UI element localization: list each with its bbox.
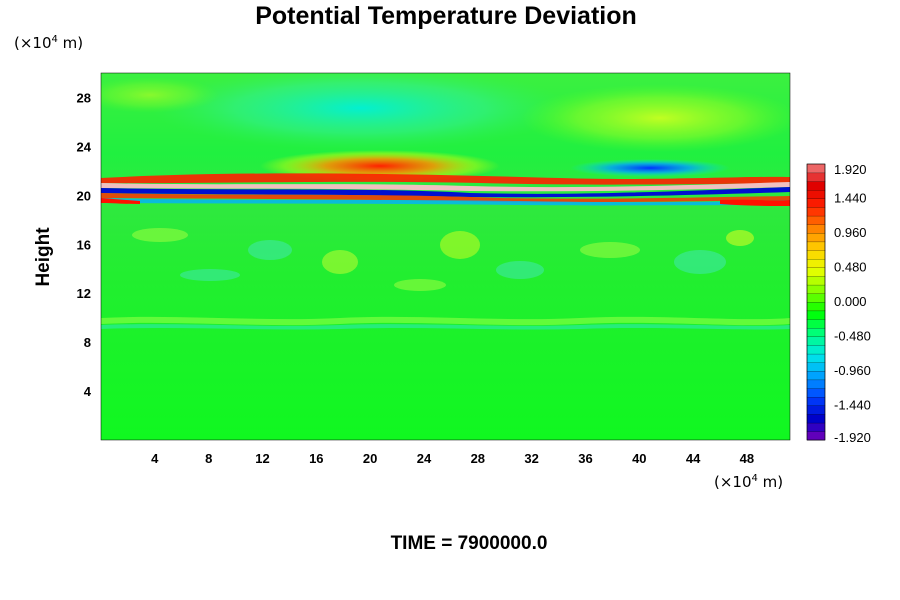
x-tick-label: 32	[524, 451, 538, 466]
y-tick-label: 4	[84, 384, 92, 399]
colorbar-cell	[806, 172, 826, 182]
colorbar: 1.920 1.440 0.960 0.480 0.000 -0.480 -0.…	[806, 162, 871, 445]
colorbar-cell	[806, 215, 826, 225]
colorbar-label: 1.440	[834, 191, 867, 206]
upper-negative-anomaly	[150, 73, 570, 150]
colorbar-cell	[806, 224, 826, 234]
x-tick-label: 40	[632, 451, 646, 466]
y-tick-label: 8	[84, 335, 91, 350]
colorbar-cell	[806, 250, 826, 260]
chart-title: Potential Temperature Deviation	[255, 2, 637, 30]
colorbar-cell	[806, 353, 826, 363]
colorbar-cell	[806, 405, 826, 415]
colorbar-label: 0.000	[834, 294, 867, 309]
x-tick-label: 20	[363, 451, 377, 466]
plot-border	[100, 72, 791, 441]
negative-anomaly-core	[570, 159, 730, 177]
x-tick-label: 48	[740, 451, 754, 466]
colorbar-label: -1.920	[834, 430, 871, 445]
colorbar-cell	[806, 258, 826, 268]
colorbar-cell	[806, 422, 826, 432]
colorbar-cell	[806, 163, 826, 174]
colorbar-cell	[806, 293, 826, 303]
colorbar-cell	[806, 276, 826, 286]
y-tick-label: 16	[77, 237, 91, 252]
colorbar-cell	[806, 431, 826, 441]
x-tick-label: 4	[151, 451, 159, 466]
colorbar-cell	[806, 189, 826, 199]
colorbar-label: 0.960	[834, 225, 867, 240]
colorbar-label: -0.960	[834, 363, 871, 378]
colorbar-label: 0.480	[834, 260, 867, 275]
x-tick-label: 12	[255, 451, 269, 466]
colorbar-label: 1.920	[834, 162, 867, 177]
weak-wave-band	[101, 316, 790, 330]
colorbar-cell	[806, 181, 826, 191]
colorbar-cell	[806, 388, 826, 398]
y-axis-unit: (×104 m)	[14, 34, 83, 52]
colorbar-cell	[806, 267, 826, 277]
upper-positive-anomaly	[520, 84, 790, 152]
colorbar-cell	[806, 396, 826, 406]
colorbar-cell	[806, 345, 826, 355]
colorbar-cell	[806, 207, 826, 217]
time-label: TIME = 7900000.0	[391, 533, 548, 554]
colorbar-border	[806, 163, 826, 441]
colorbar-cell	[806, 336, 826, 346]
y-tick-label: 28	[77, 91, 91, 106]
colorbar-cell	[806, 370, 826, 381]
colorbar-label: -0.480	[834, 329, 871, 344]
colorbar-cell	[806, 362, 826, 372]
x-tick-label: 36	[578, 451, 592, 466]
heatmap-plot	[100, 72, 791, 441]
y-tick-label: 20	[77, 188, 91, 203]
x-tick-label: 24	[417, 451, 432, 466]
colorbar-cell	[806, 379, 826, 389]
x-tick-label: 8	[205, 451, 212, 466]
colorbar-cell	[806, 414, 826, 424]
colorbar-cell	[806, 310, 826, 320]
colorbar-labels: 1.920 1.440 0.960 0.480 0.000 -0.480 -0.…	[834, 162, 871, 445]
x-tick-label: 44	[686, 451, 701, 466]
colorbar-label: -1.440	[834, 398, 871, 413]
colorbar-cell	[806, 198, 826, 208]
x-axis-ticks: 4 8 12 16 20 24 28 32 36 40 44 48	[151, 451, 754, 466]
upper-left-anomaly	[101, 77, 220, 113]
x-tick-label: 28	[471, 451, 485, 466]
colorbar-cell	[806, 284, 826, 294]
colorbar-cell	[806, 327, 826, 337]
colorbar-cell	[806, 241, 826, 251]
colorbar-cell	[806, 301, 826, 312]
x-axis-unit: (×104 m)	[714, 473, 783, 491]
y-tick-label: 24	[77, 139, 92, 154]
colorbar-cell	[806, 232, 826, 243]
oscillation-band	[101, 173, 790, 206]
y-axis-ticks: 4 8 12 16 20 24 28	[77, 91, 92, 400]
colorbar-cells	[806, 163, 826, 441]
x-tick-label: 16	[309, 451, 323, 466]
colorbar-cell	[806, 319, 826, 329]
y-axis-label: Height	[33, 227, 54, 287]
turbulent-layer	[132, 228, 754, 291]
y-tick-label: 12	[77, 286, 91, 301]
